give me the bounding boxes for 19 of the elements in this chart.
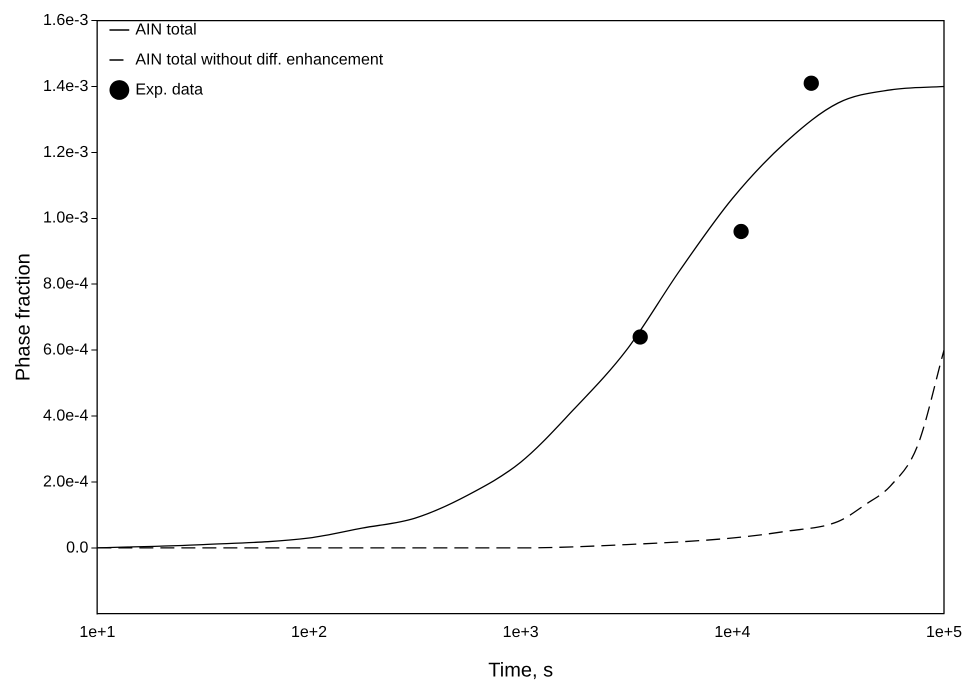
y-tick-label: 0.0 — [66, 539, 88, 556]
y-tick-label: 1.2e-3 — [42, 144, 88, 161]
x-tick-label: 1e+4 — [714, 624, 750, 641]
x-axis-title: Time, s — [488, 660, 554, 682]
legend-label: Exp. data — [135, 81, 204, 98]
y-tick-label: 8.0e-4 — [42, 276, 88, 293]
y-axis-title: Phase fraction — [12, 253, 35, 382]
y-tick-label: 1.0e-3 — [42, 210, 88, 227]
y-tick-label: 1.6e-3 — [42, 12, 88, 30]
y-tick-label: 6.0e-4 — [42, 342, 88, 359]
legend-label: AIN total — [135, 21, 197, 38]
x-tick-label: 1e+1 — [79, 624, 116, 641]
y-tick-label: 4.0e-4 — [42, 407, 88, 424]
x-tick-label: 1e+5 — [926, 624, 962, 641]
y-tick-label: 1.4e-3 — [42, 78, 88, 95]
x-tick-label: 1e+2 — [291, 624, 328, 641]
x-tick-label: 1e+3 — [502, 624, 539, 641]
y-tick-label: 2.0e-4 — [42, 473, 88, 490]
legend-label: AIN total without diff. enhancement — [135, 51, 384, 68]
